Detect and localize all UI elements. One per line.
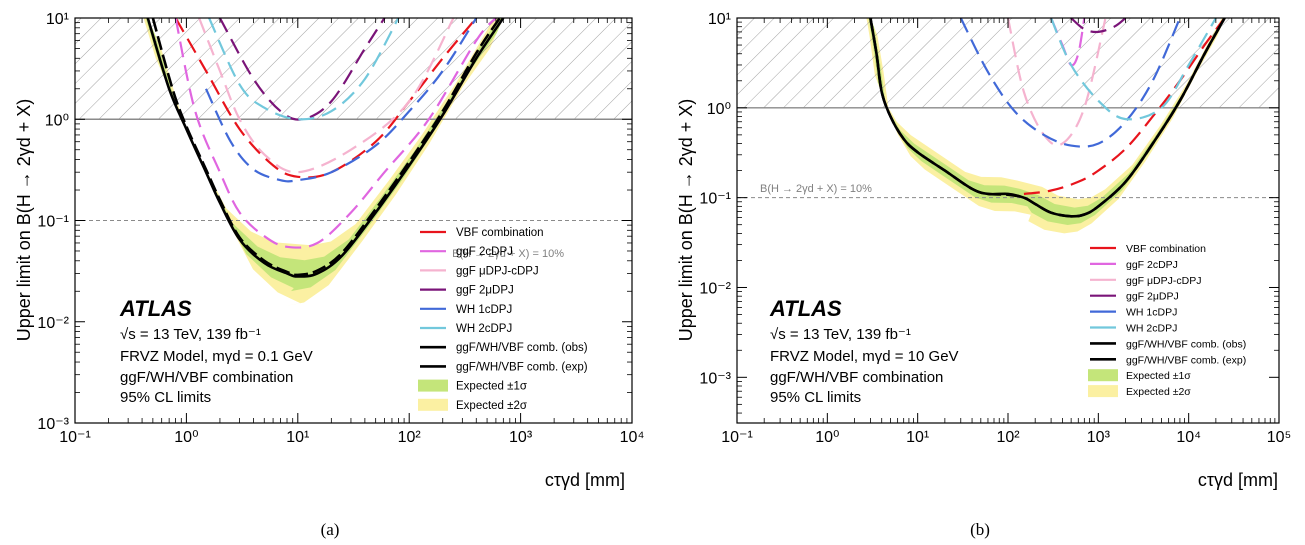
legend-label-b: ggF μDPJ-cDPJ [1126, 275, 1201, 287]
x-tick-label-a: 10³ [509, 429, 533, 446]
model-text-a: FRVZ Model, mγd = 0.1 GeV [120, 348, 313, 365]
combination-text-a: ggF/WH/VBF combination [120, 369, 293, 386]
y-axis-label-a: Upper limit on B(H → 2γd + X) [14, 99, 34, 342]
y-tick-label-a: 10¹ [46, 11, 69, 28]
band-one-sigma-b [868, 18, 1225, 226]
hline-label-a: B(H → 2γd + X) = 10% [452, 248, 564, 260]
series-line-ggf2mu-b [1070, 18, 1127, 34]
energy-text-b: √s = 13 TeV, 139 fb⁻¹ [770, 326, 911, 343]
x-tick-label-b: 10⁵ [1267, 429, 1291, 446]
y-tick-label-b: 10⁻² [699, 280, 731, 297]
legend-a: VBF combination ggF 2cDPJ ggF μDPJ-cDPJ ggF… [418, 227, 588, 412]
series-line-wh2c-b [1050, 18, 1217, 121]
legend-label-a: ggF/WH/VBF comb. (exp) [456, 361, 588, 373]
excluded-region-a [75, 18, 632, 120]
legend-swatch-band2-a [418, 398, 448, 411]
series-line-ggfmu-a [198, 18, 455, 174]
legend-label-b: VBF combination [1126, 243, 1206, 255]
x-tick-label-a: 10⁻¹ [59, 429, 91, 446]
chart-panel-b: 10⁻¹ 10⁰ 10¹ 10² 10³ 10⁴ 10⁵ 10⁻³ 10⁻² 10⁻¹ 10⁰ 10¹… [676, 11, 1291, 490]
legend-label-b: Expected ±2σ [1126, 386, 1191, 398]
caption-b: (b) [970, 520, 990, 539]
legend-label-a: ggF μDPJ-cDPJ [456, 265, 539, 277]
legend-label-b: ggF 2cDPJ [1126, 259, 1178, 271]
model-text-b: FRVZ Model, mγd = 10 GeV [770, 348, 959, 365]
x-tick-label-b: 10¹ [906, 429, 929, 446]
series-line-wh1c-a [205, 18, 478, 183]
band-two-sigma-a [143, 18, 504, 307]
legend-label-a: ggF 2cDPJ [456, 246, 513, 258]
plot-area-b [737, 18, 1279, 234]
series-line-wh2c-a [208, 18, 400, 121]
x-tick-label-a: 10¹ [286, 429, 309, 446]
x-axis-label-a: cτγd [mm] [545, 470, 625, 490]
legend-label-b: ggF 2μDPJ [1126, 291, 1179, 303]
chart-panel-a: 10⁻¹ 10⁰ 10¹ 10² 10³ 10⁴ 10⁻³ 10⁻² 10⁻¹ 10⁰ 10¹ B(… [14, 11, 644, 490]
y-tick-label-a: 10⁻² [37, 315, 69, 332]
legend-b: VBF combination ggF 2cDPJ ggF μDPJ-cDPJ ggF… [1088, 243, 1246, 398]
y-tick-label-b: 10⁰ [707, 101, 731, 118]
combination-text-b: ggF/WH/VBF combination [770, 369, 943, 386]
legend-label-a: WH 2cDPJ [456, 323, 512, 335]
y-tick-label-b: 10⁻¹ [699, 191, 731, 208]
energy-text-a: √s = 13 TeV, 139 fb⁻¹ [120, 326, 261, 343]
legend-label-b: ggF/WH/VBF comb. (obs) [1126, 338, 1246, 350]
atlas-label-a: ATLAS [119, 296, 192, 321]
x-tick-label-a: 10⁰ [174, 429, 198, 446]
legend-swatch-band1-a [418, 379, 448, 392]
x-tick-label-b: 10⁻¹ [721, 429, 753, 446]
x-axis-label-b: cτγd [mm] [1198, 470, 1278, 490]
legend-swatch-band2-b [1088, 385, 1118, 398]
legend-label-b: ggF/WH/VBF comb. (exp) [1126, 354, 1246, 366]
x-tick-label-b: 10⁰ [815, 429, 839, 446]
hline-label-b: B(H → 2γd + X) = 10% [760, 183, 872, 195]
series-line-obs-exp-a [151, 18, 501, 277]
legend-swatch-band1-b [1088, 369, 1118, 382]
legend-label-a: WH 1cDPJ [456, 304, 512, 316]
axes-b: 10⁻¹ 10⁰ 10¹ 10² 10³ 10⁴ 10⁵ 10⁻³ 10⁻² 10⁻¹ 10⁰ 10¹ [699, 11, 1291, 446]
y-tick-label-a: 10⁰ [45, 112, 69, 129]
x-tick-label-b: 10² [996, 429, 1020, 446]
legend-label-a: VBF combination [456, 227, 544, 239]
legend-label-b: WH 1cDPJ [1126, 307, 1177, 319]
legend-label-b: WH 2cDPJ [1126, 323, 1177, 335]
legend-label-a: Expected ±2σ [456, 400, 527, 412]
atlas-label-b: ATLAS [769, 296, 842, 321]
plot-area-a [75, 18, 632, 307]
excluded-region-b [737, 18, 1279, 108]
y-tick-label-a: 10⁻³ [37, 416, 69, 433]
legend-label-a: Expected ±1σ [456, 381, 527, 393]
x-tick-label-b: 10³ [1087, 429, 1111, 446]
y-tick-label-a: 10⁻¹ [37, 214, 69, 231]
axes-a: 10⁻¹ 10⁰ 10¹ 10² 10³ 10⁴ 10⁻³ 10⁻² 10⁻¹ 10⁰ 10¹ [37, 11, 644, 446]
x-tick-label-a: 10⁴ [620, 429, 645, 446]
series-line-wh1c-b [959, 18, 1181, 148]
y-tick-label-b: 10⁻³ [699, 370, 731, 387]
series-line-vbf-b [1023, 18, 1226, 195]
x-tick-label-a: 10² [398, 429, 422, 446]
y-axis-label-b: Upper limit on B(H → 2γd + X) [676, 99, 696, 342]
series-line-obs-exp-b [869, 18, 1226, 218]
cl-text-a: 95% CL limits [120, 389, 211, 406]
cl-text-b: 95% CL limits [770, 389, 861, 406]
legend-label-b: Expected ±1σ [1126, 370, 1191, 382]
legend-label-a: ggF/WH/VBF comb. (obs) [456, 342, 588, 354]
legend-label-a: ggF 2μDPJ [456, 285, 514, 297]
x-tick-label-b: 10⁴ [1176, 429, 1201, 446]
y-tick-label-b: 10¹ [708, 11, 731, 28]
caption-a: (a) [321, 520, 340, 539]
